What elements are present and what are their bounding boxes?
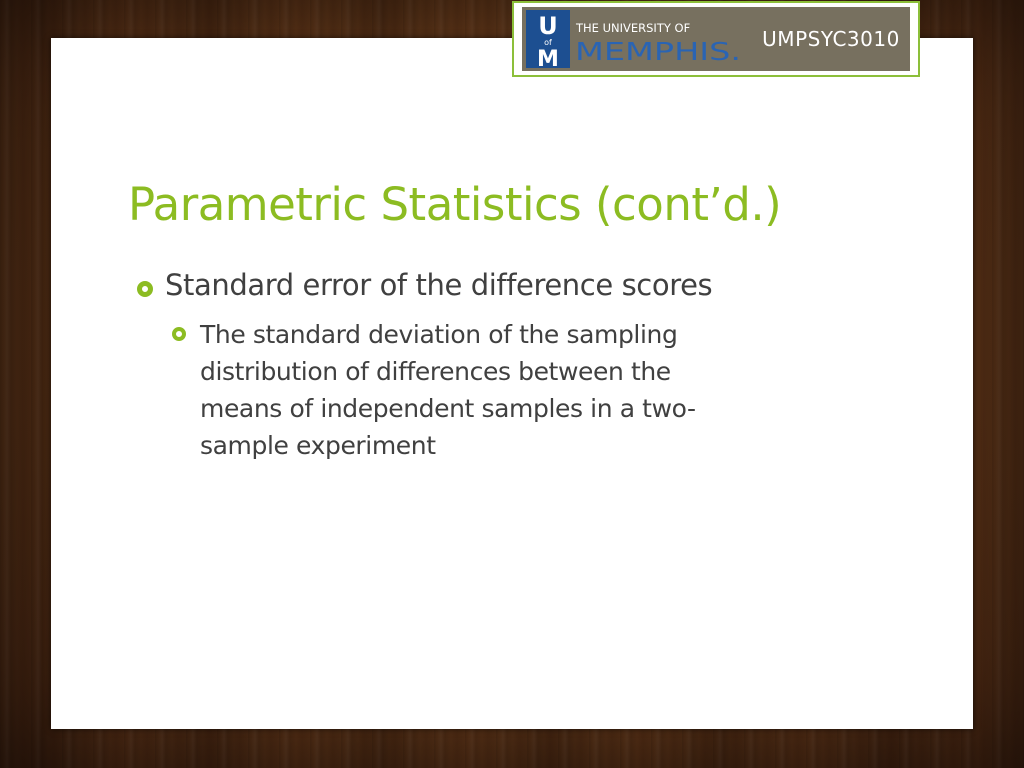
sub-bullet-line: sample experiment (200, 431, 436, 460)
sub-bullet-text: The standard deviation of the sampling d… (200, 316, 840, 464)
course-code: UMPSYC3010 (762, 27, 900, 51)
sub-bullet-line: means of independent samples in a two- (200, 394, 696, 423)
logo-letter-of: of (544, 38, 552, 47)
course-badge: U of M THE UNIVERSITY OF MEMPHIS. UMPSYC… (512, 1, 920, 77)
logo-line-memphis: MEMPHIS. (575, 37, 741, 66)
sub-bullet-line: The standard deviation of the sampling (200, 320, 678, 349)
logo-line-university: THE UNIVERSITY OF (575, 21, 690, 35)
bullet-circle-icon (137, 281, 153, 297)
slide-panel (51, 38, 973, 729)
sub-bullet-circle-icon (172, 327, 186, 341)
logo-letter-u: U (538, 12, 558, 40)
bullet-text: Standard error of the difference scores (165, 268, 713, 302)
sub-bullet-line: distribution of differences between the (200, 357, 671, 386)
slide-title: Parametric Statistics (cont’d.) (128, 178, 782, 231)
logo-letter-m: M (537, 47, 559, 68)
logo-block (526, 10, 570, 68)
university-logo: U of M THE UNIVERSITY OF MEMPHIS. (526, 10, 741, 68)
course-badge-panel: U of M THE UNIVERSITY OF MEMPHIS. UMPSYC… (522, 7, 910, 71)
